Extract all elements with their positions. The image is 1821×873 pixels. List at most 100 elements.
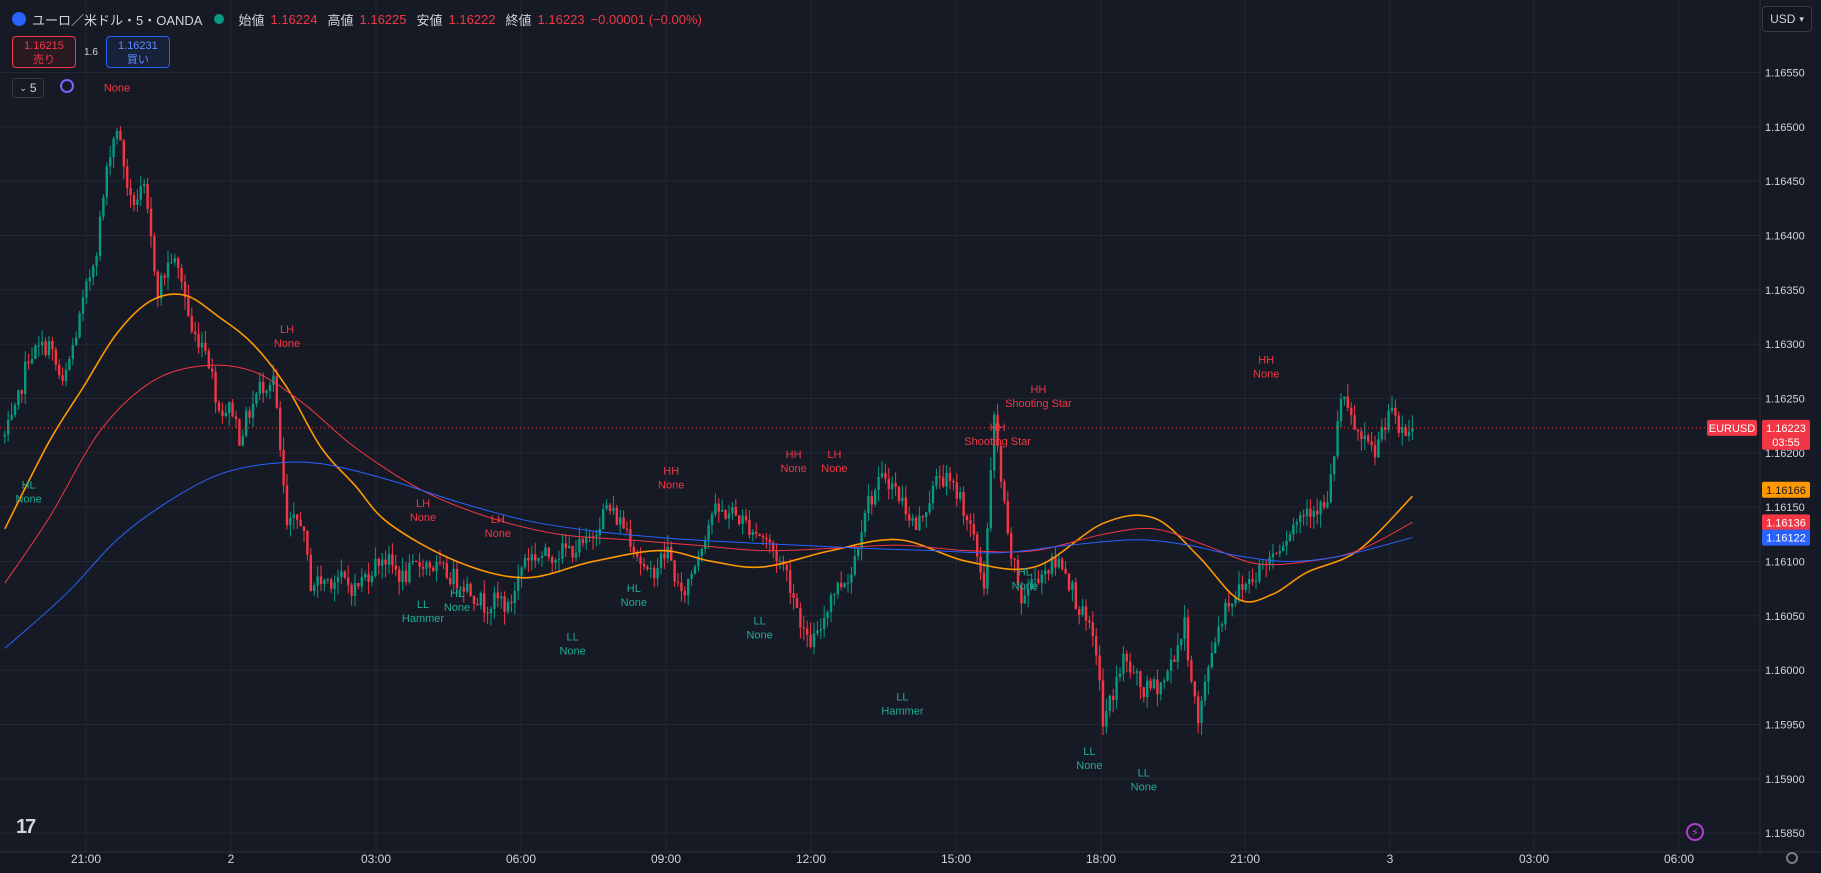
time-tick-label: 21:00 (71, 852, 101, 866)
candle-body (245, 410, 248, 436)
candle-body (1299, 515, 1302, 523)
annotation-label: LL (1138, 767, 1150, 779)
candle-body (384, 559, 387, 565)
gear-icon[interactable] (1786, 852, 1798, 864)
candle-body (1190, 660, 1193, 682)
candle-body (343, 571, 346, 578)
candle-body (700, 548, 703, 556)
candle-body (1122, 653, 1125, 674)
symbol-title[interactable]: ユーロ／米ドル・5・OANDA (32, 12, 203, 28)
candle-body (370, 576, 374, 582)
candle-body (721, 509, 724, 512)
currency-value: USD (1770, 12, 1796, 26)
moving-average-line-1 (4, 293, 1413, 603)
price-axis[interactable]: 1.16550 1.16500 1.16450 1.16400 1.16350 1.163… (1765, 68, 1805, 841)
candle-body (350, 584, 353, 596)
price-tick-label: 1.16350 (1765, 285, 1805, 297)
legend-header: ユーロ／米ドル・5・OANDA 始値 1.16224 高値 1.16225 安値 1.… (12, 8, 702, 30)
candle-body (262, 381, 265, 393)
candle-body (1363, 435, 1366, 440)
time-tick-label: 21:00 (1230, 852, 1260, 866)
candle-body (1275, 553, 1278, 555)
candle-body (1064, 568, 1067, 574)
candle-body (571, 546, 574, 558)
candle-body (1027, 588, 1030, 596)
candle-body (653, 568, 656, 579)
candle-body (105, 166, 108, 198)
candle-body (143, 183, 146, 187)
candle-body (1074, 582, 1077, 610)
candle-body (1336, 421, 1339, 457)
candle-body (1407, 431, 1411, 436)
candle-body (1227, 602, 1230, 607)
chevron-down-icon: ⌄ (19, 82, 27, 93)
moving-average-line-2 (4, 364, 1413, 584)
candle-body (897, 486, 901, 502)
candle-body (248, 410, 251, 418)
candle-body (948, 472, 952, 481)
candle-body (268, 384, 272, 391)
low-label: 安値 (416, 12, 443, 28)
candle-body (812, 633, 816, 647)
candle-body (1367, 435, 1370, 442)
candle-body (7, 419, 10, 435)
candle-body (1129, 661, 1132, 673)
candle-body (1095, 636, 1098, 656)
candle-body (690, 573, 693, 579)
annotation-label: HH (990, 422, 1006, 434)
candle-body (1163, 680, 1166, 683)
ma-price-badge (1762, 529, 1810, 546)
annotation-label: HL (1018, 566, 1032, 578)
candle-body (656, 567, 659, 579)
candle-body (398, 569, 401, 582)
annotation-label: LL (896, 691, 908, 703)
candle-body (857, 548, 860, 557)
candle-body (1159, 682, 1162, 695)
candle-body (1384, 427, 1387, 430)
candle-body (197, 333, 200, 348)
sync-icon[interactable] (60, 79, 74, 93)
currency-selector[interactable]: USD ▾ (1762, 6, 1812, 32)
candle-body (894, 483, 897, 487)
candle-body (1050, 556, 1054, 574)
candle-body (870, 496, 873, 505)
candle-body (1271, 553, 1275, 558)
candle-body (938, 476, 941, 478)
candle-body (826, 611, 829, 619)
candle-body (187, 297, 190, 317)
ma-price-value: 1.16136 (1766, 517, 1806, 529)
time-axis[interactable] (0, 853, 1821, 873)
indicator-toggle[interactable]: ⌄ 5 (12, 78, 44, 98)
candle-body (330, 579, 333, 589)
candle-body (639, 556, 642, 564)
price-tick-label: 1.16200 (1765, 448, 1805, 460)
candle-body (71, 345, 74, 360)
candle-body (989, 470, 992, 529)
candle-body (217, 402, 221, 411)
candle-body (1078, 609, 1081, 615)
candle-body (602, 508, 605, 530)
sell-button[interactable]: 1.16215 売り (12, 36, 76, 68)
candle-body (282, 449, 285, 486)
chart-grid (0, 0, 1760, 852)
buy-button[interactable]: 1.16231 買い (105, 36, 170, 68)
lightning-icon[interactable]: ⚡ (1686, 823, 1704, 841)
candle-body (1401, 427, 1404, 433)
moving-average-line-3 (4, 461, 1413, 649)
candle-body (469, 583, 472, 596)
close-value: 1.16223 (537, 11, 585, 27)
candle-body (109, 157, 112, 167)
candle-body (816, 630, 819, 634)
candle-body (986, 528, 989, 589)
tradingview-logo[interactable]: 17 (16, 816, 36, 838)
candle-body (489, 608, 493, 614)
time-tick-label: 18:00 (1086, 852, 1116, 866)
annotation-label: HH (1258, 354, 1274, 366)
candle-body (1346, 396, 1349, 408)
candle-body (931, 485, 935, 504)
candle-body (547, 547, 550, 558)
candle-body (1292, 524, 1295, 535)
candle-body (904, 497, 907, 515)
candle-body (204, 342, 207, 351)
